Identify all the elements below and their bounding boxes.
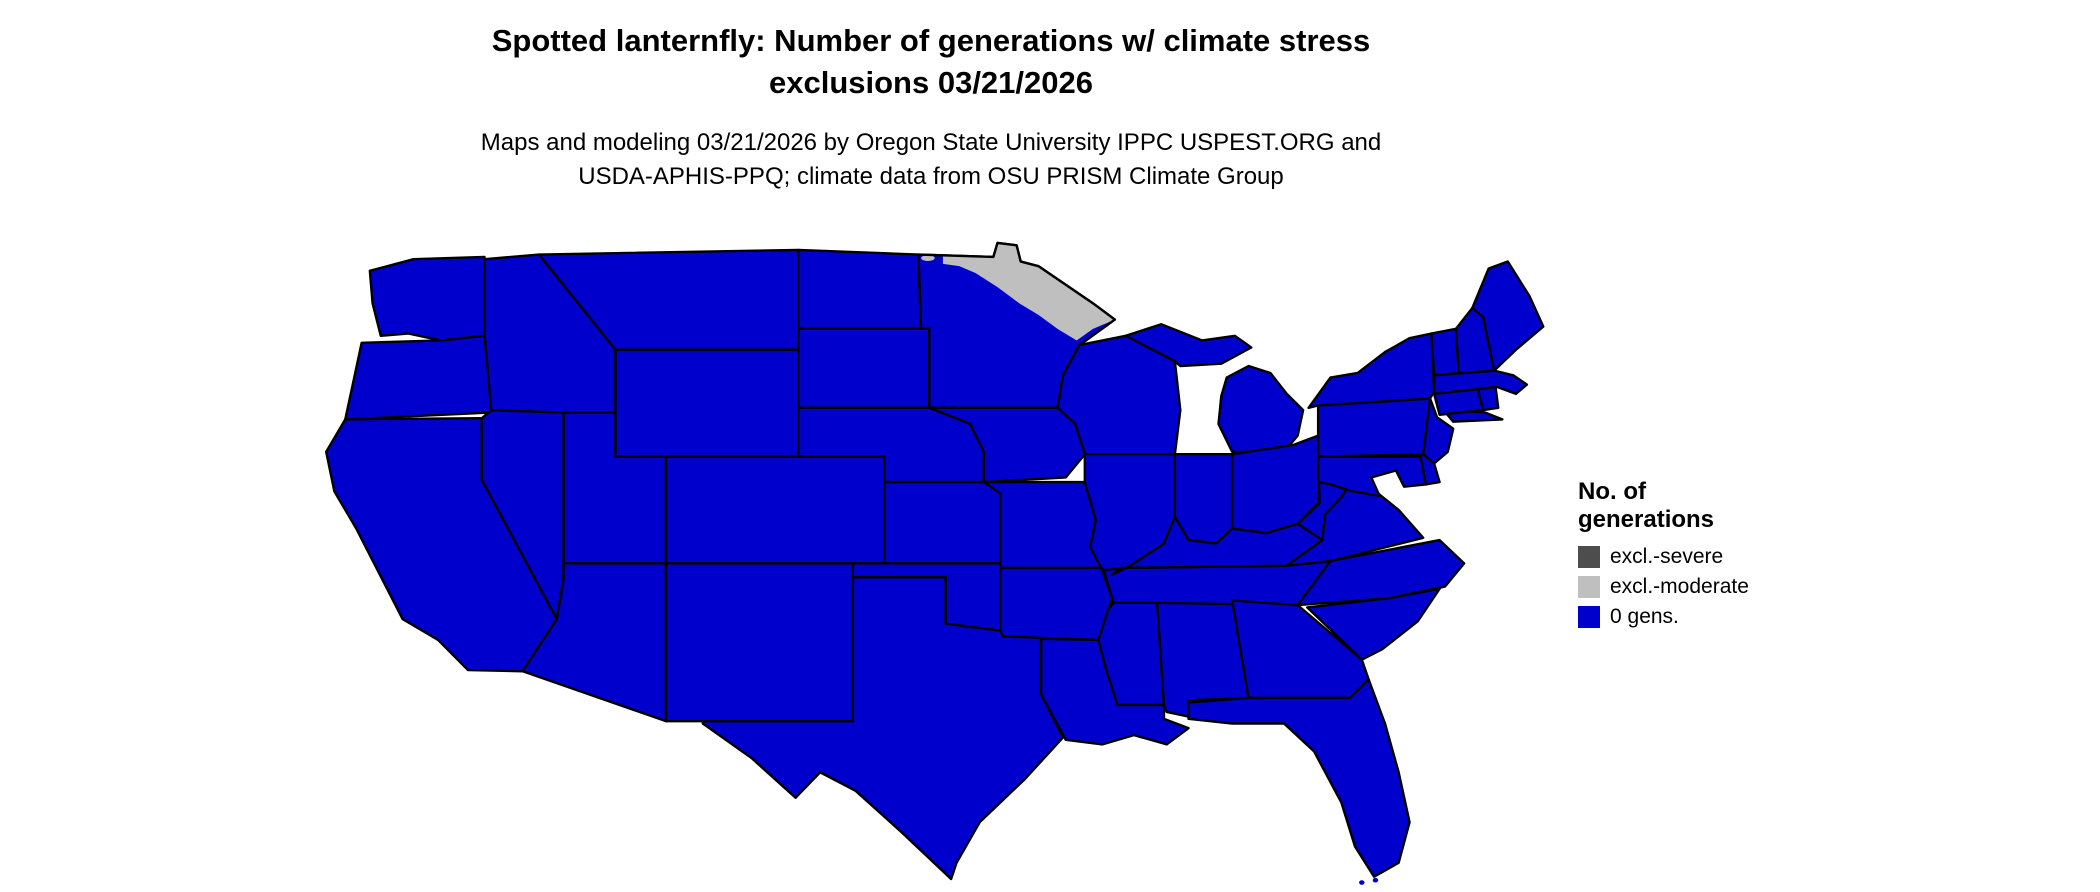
state-pennsylvania <box>1318 399 1437 457</box>
state-south-dakota <box>798 329 929 408</box>
page-subtitle-line1: Maps and modeling 03/21/2026 by Oregon S… <box>480 129 1382 156</box>
exclusion-moderate-speck <box>921 255 935 261</box>
legend-label-excl-moderate: excl.-moderate <box>1610 575 1749 598</box>
legend-title-line1: No. of <box>1578 478 1646 505</box>
state-arkansas <box>1000 568 1112 640</box>
legend-label-excl-severe: excl.-severe <box>1610 545 1724 568</box>
legend-swatch-excl-moderate <box>1578 576 1600 598</box>
state-colorado <box>666 457 884 564</box>
state-michigan-upper-peninsula <box>1126 324 1252 366</box>
state-wyoming <box>615 350 798 457</box>
island-florida-keys-2 <box>1372 877 1379 883</box>
map-legend: No. of generations excl.-severe excl.-mo… <box>1578 478 1838 634</box>
us-map <box>318 236 1546 886</box>
legend-label-zero-gens: 0 gens. <box>1610 605 1679 628</box>
state-minnesota-outline <box>918 243 1114 408</box>
legend-title: No. of generations <box>1578 478 1838 534</box>
legend-item-excl-severe: excl.-severe <box>1578 544 1838 570</box>
exclusion-moderate-region-northern-minnesota <box>942 242 1115 341</box>
state-missouri <box>984 482 1101 568</box>
page-title: Spotted lanternfly: Number of generation… <box>0 20 1862 104</box>
state-north-carolina <box>1298 540 1464 605</box>
state-massachusetts <box>1434 371 1527 394</box>
state-vermont <box>1431 329 1458 375</box>
legend-swatch-excl-severe <box>1578 546 1600 568</box>
page-subtitle-line2: USDA-APHIS-PPQ; climate data from OSU PR… <box>578 163 1284 190</box>
state-florida <box>1189 679 1410 876</box>
island-florida-keys-1 <box>1359 880 1365 885</box>
legend-item-excl-moderate: excl.-moderate <box>1578 574 1838 600</box>
legend-title-line2: generations <box>1578 506 1715 533</box>
state-new-jersey <box>1423 399 1453 464</box>
page-title-line1: Spotted lanternfly: Number of generation… <box>491 23 1371 58</box>
state-new-york <box>1309 334 1435 408</box>
state-oregon <box>345 336 492 420</box>
page-subtitle: Maps and modeling 03/21/2026 by Oregon S… <box>0 126 1862 194</box>
page-title-line2: exclusions 03/21/2026 <box>768 65 1093 100</box>
state-new-mexico <box>666 563 853 721</box>
state-washington <box>370 257 485 341</box>
legend-item-zero-gens: 0 gens. <box>1578 604 1838 630</box>
state-michigan-lower-peninsula <box>1219 366 1304 452</box>
legend-swatch-zero-gens <box>1578 606 1600 628</box>
us-map-svg <box>318 236 1546 885</box>
state-maine <box>1472 262 1543 371</box>
state-north-dakota <box>798 250 921 329</box>
state-kansas <box>884 482 1000 563</box>
